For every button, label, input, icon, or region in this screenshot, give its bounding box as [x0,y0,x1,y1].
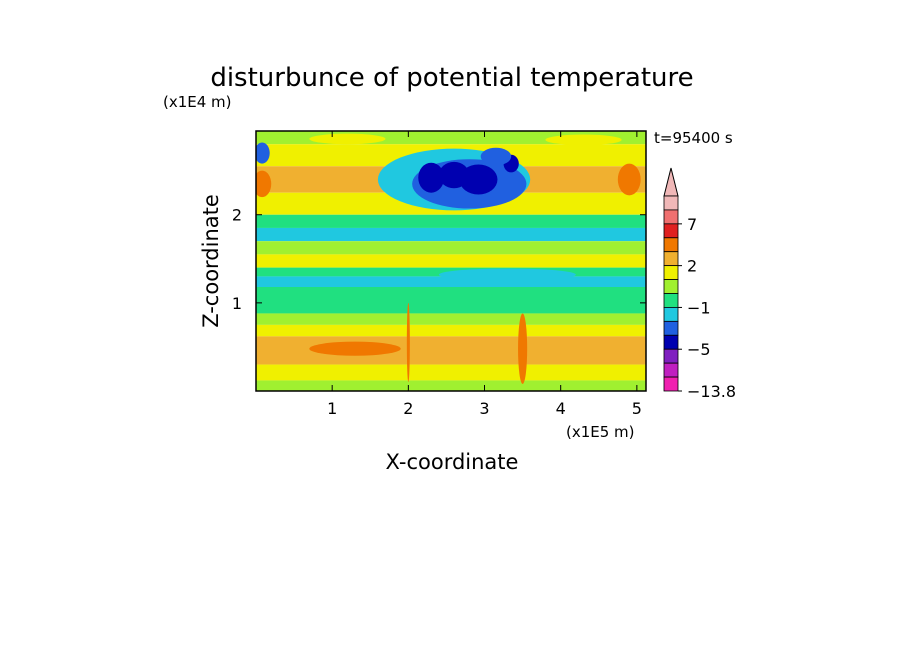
colorbar-label: −13.8 [687,382,736,401]
colorbar: 7 2 −1 −5 −13.8 [663,167,736,401]
colorbar-swatch [663,348,679,364]
colorbar-label: 2 [687,257,697,276]
colorbar-label: −1 [687,298,711,317]
colorbar-label: 7 [687,215,697,234]
contour-band [256,214,646,228]
contour-feature [459,164,498,195]
y-tick-label: 1 [232,294,242,313]
plot-area [255,130,647,392]
contour-feature [518,313,528,384]
contour-feature [256,142,270,164]
contour-band [256,364,646,381]
colorbar-swatch [663,237,679,253]
contour-band [256,324,646,337]
colorbar-swatch [663,293,679,308]
colorbar-label: −5 [687,340,711,359]
colorbar-swatch [663,265,679,280]
colorbar-swatch [663,251,679,267]
colorbar-swatch [663,334,679,350]
contour-band [256,313,646,325]
x-tick-label: 2 [403,399,413,418]
contour-feature [480,147,512,166]
contour-feature [406,302,410,383]
contour-feature [545,134,622,146]
contour-feature [438,268,576,281]
contour-feature [418,162,445,193]
x-axis-label: X-coordinate [386,450,519,474]
contour-feature [309,341,401,356]
colorbar-swatch [663,320,679,336]
x-tick-label: 3 [479,399,489,418]
colorbar-swatch [663,279,679,294]
x-tick-label: 4 [556,399,566,418]
contour-band [256,227,646,242]
y-unit-label: (x1E4 m) [163,93,232,111]
contour-band [256,241,646,255]
colorbar-swatch [663,376,679,392]
x-unit-label: (x1E5 m) [566,423,635,441]
contour-band [256,276,646,287]
chart-title: disturbunce of potential temperature [210,63,693,93]
y-axis: 12 [232,206,646,313]
colorbar-swatch [663,209,679,225]
contour-band [256,254,646,268]
x-tick-label: 1 [327,399,337,418]
plot-frame [255,130,647,392]
colorbar-arrow [663,167,679,197]
x-tick-label: 5 [632,399,642,418]
contour-band [256,380,646,391]
contour-band [256,287,646,314]
colorbar-swatch [663,195,679,211]
contour-feature [309,133,386,145]
contour-feature [617,163,641,196]
colorbar-swatch [663,362,679,378]
contour-feature [256,170,272,198]
time-label: t=95400 s [654,129,733,147]
y-axis-label: Z-coordinate [199,194,223,328]
y-tick-label: 2 [232,206,242,225]
colorbar-swatch [663,223,679,239]
colorbar-swatch [663,307,679,322]
x-axis: 1 2 3 4 5 [327,131,642,418]
